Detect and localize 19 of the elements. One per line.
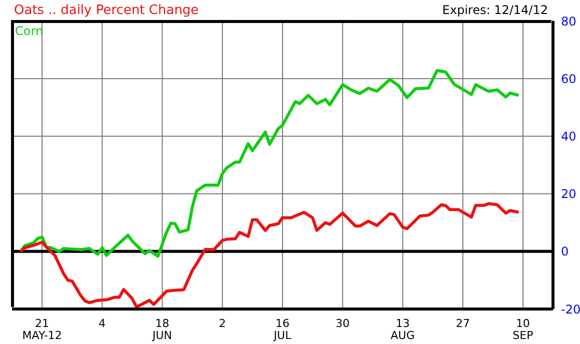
y-tick-label: 20 [561,187,576,202]
x-tick-label: 2 [218,317,226,330]
x-tick-label: 4 [98,317,106,330]
y-tick-label: 60 [561,72,576,86]
y-tick-label: 40 [561,129,576,144]
y-tick-label: -20 [561,302,580,316]
x-tick-label: 27 [456,317,470,330]
y-tick-label: 0 [561,244,569,259]
x-tick-label: 30 [336,317,350,330]
chart-title: Oats .. daily Percent Change [14,3,199,18]
x-tick-label: 16 JUL [272,317,292,342]
x-tick-label: 21 MAY-12 [22,317,62,342]
line-series [19,69,520,258]
line-series [19,202,520,308]
y-tick-label: 80 [561,14,576,28]
x-tick-label: 10 SEP [512,317,534,342]
x-tick-label: 13 AUG [390,317,415,342]
text: Expires: 12/14/12 [442,3,548,17]
x-tick-label: 18 JUN [152,317,172,342]
